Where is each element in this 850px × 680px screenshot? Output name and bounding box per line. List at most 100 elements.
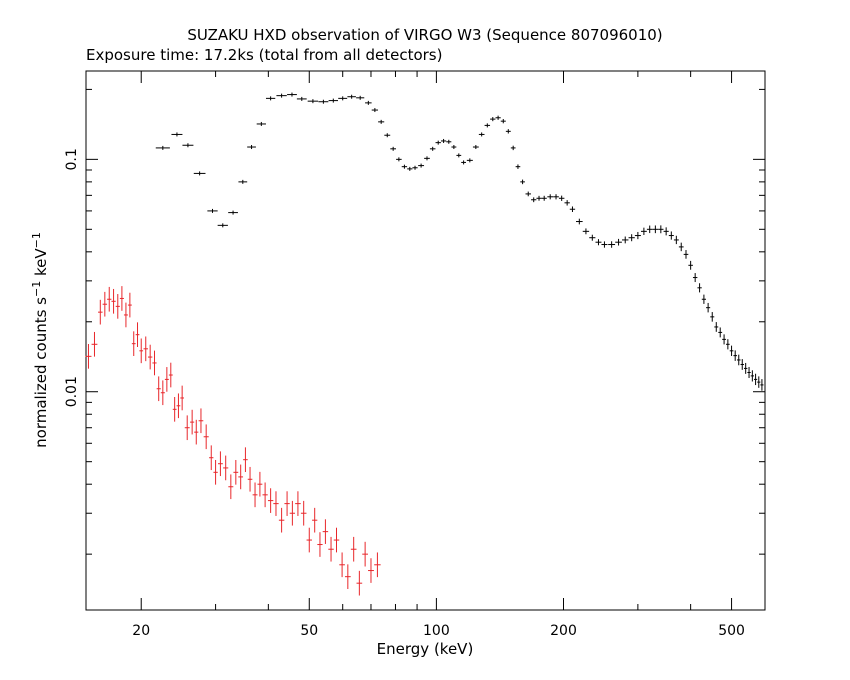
data-point-black xyxy=(520,179,525,185)
data-point-black xyxy=(256,121,266,126)
y-axis-label-part: normalized counts s xyxy=(32,297,50,448)
data-point-black xyxy=(378,119,385,124)
data-point-red xyxy=(368,558,374,583)
data-point-black xyxy=(371,108,379,113)
data-point-black xyxy=(718,327,723,338)
data-point-black xyxy=(365,100,372,105)
data-point-red xyxy=(107,286,112,312)
data-point-black xyxy=(247,145,256,150)
data-point-black xyxy=(429,146,436,151)
data-point-black xyxy=(697,283,702,293)
data-point-black xyxy=(608,241,616,248)
data-point-black xyxy=(733,350,737,361)
x-axis-label: Energy (keV) xyxy=(377,640,474,658)
data-point-black xyxy=(238,179,248,184)
data-point-red xyxy=(333,527,340,553)
data-point-red xyxy=(322,519,329,544)
y-axis-label: normalized counts s−1 keV−1 xyxy=(30,232,50,448)
data-point-black xyxy=(171,132,183,137)
data-point-black xyxy=(688,260,693,270)
data-point-red xyxy=(243,447,248,473)
data-point-red xyxy=(328,536,334,562)
data-point-black xyxy=(217,223,228,228)
data-point-black xyxy=(634,231,641,240)
data-point-black xyxy=(500,119,506,124)
data-point-black xyxy=(396,157,402,162)
data-point-black xyxy=(692,273,698,283)
y-tick-label: 0.01 xyxy=(64,376,80,407)
data-point-black xyxy=(505,129,511,134)
data-point-red xyxy=(143,336,148,362)
x-tick-label: 500 xyxy=(718,623,745,639)
data-point-black xyxy=(440,138,447,143)
y-axis-label-part: keV xyxy=(32,248,50,281)
data-point-black xyxy=(582,228,590,235)
data-point-black xyxy=(743,362,748,374)
data-point-black xyxy=(412,165,418,170)
data-point-red xyxy=(247,466,253,492)
data-point-black xyxy=(615,238,622,246)
data-point-black xyxy=(564,200,570,206)
data-point-red xyxy=(131,331,136,357)
series-red-points xyxy=(85,286,381,596)
data-point-black xyxy=(338,96,348,101)
data-point-red xyxy=(184,415,190,441)
data-point-black xyxy=(576,218,583,225)
data-point-red xyxy=(284,491,290,516)
data-point-black xyxy=(265,96,276,101)
data-point-red xyxy=(176,393,181,419)
data-point-red xyxy=(127,292,132,318)
data-point-black xyxy=(296,96,307,101)
data-point-red xyxy=(300,500,307,526)
data-point-black xyxy=(193,171,206,176)
data-point-red xyxy=(233,459,239,485)
data-point-red xyxy=(139,338,144,364)
data-point-black xyxy=(182,143,194,148)
data-point-black xyxy=(668,231,674,240)
data-point-black xyxy=(541,195,547,201)
data-point-black xyxy=(547,194,554,200)
data-point-red xyxy=(91,331,98,357)
data-point-red xyxy=(164,367,169,392)
data-point-red xyxy=(190,409,195,435)
data-point-black xyxy=(646,225,653,234)
data-point-black xyxy=(658,225,664,234)
data-point-black xyxy=(461,160,467,165)
data-point-black xyxy=(663,227,669,236)
data-point-red xyxy=(238,464,244,490)
data-point-black xyxy=(622,236,629,244)
data-point-black xyxy=(490,117,496,122)
data-point-red xyxy=(123,302,128,328)
data-point-black xyxy=(701,294,707,304)
data-point-red xyxy=(135,322,140,348)
data-point-red xyxy=(209,445,214,471)
data-point-black xyxy=(287,92,297,97)
data-point-black xyxy=(407,166,413,171)
data-point-red xyxy=(102,291,108,317)
data-point-red xyxy=(356,570,363,596)
data-point-black xyxy=(601,241,608,248)
data-point-black xyxy=(435,140,441,145)
data-point-black xyxy=(318,99,329,104)
data-point-red xyxy=(115,294,120,319)
data-point-red xyxy=(119,286,124,311)
data-point-red xyxy=(180,385,184,411)
data-point-black xyxy=(757,376,761,388)
data-point-black xyxy=(640,227,647,236)
data-point-red xyxy=(152,350,157,376)
data-point-black xyxy=(228,210,238,215)
data-point-red xyxy=(317,532,323,557)
data-point-black xyxy=(706,302,711,313)
y-tick-label: 0.1 xyxy=(64,148,80,170)
data-point-black xyxy=(515,164,521,169)
data-point-red xyxy=(278,507,285,533)
data-point-red xyxy=(203,424,209,450)
data-point-red xyxy=(217,451,223,477)
data-point-red xyxy=(306,527,312,553)
data-point-black xyxy=(390,146,397,151)
data-point-black xyxy=(652,225,659,234)
data-point-red xyxy=(148,344,153,370)
data-point-black xyxy=(356,95,365,100)
data-point-black xyxy=(737,354,741,366)
